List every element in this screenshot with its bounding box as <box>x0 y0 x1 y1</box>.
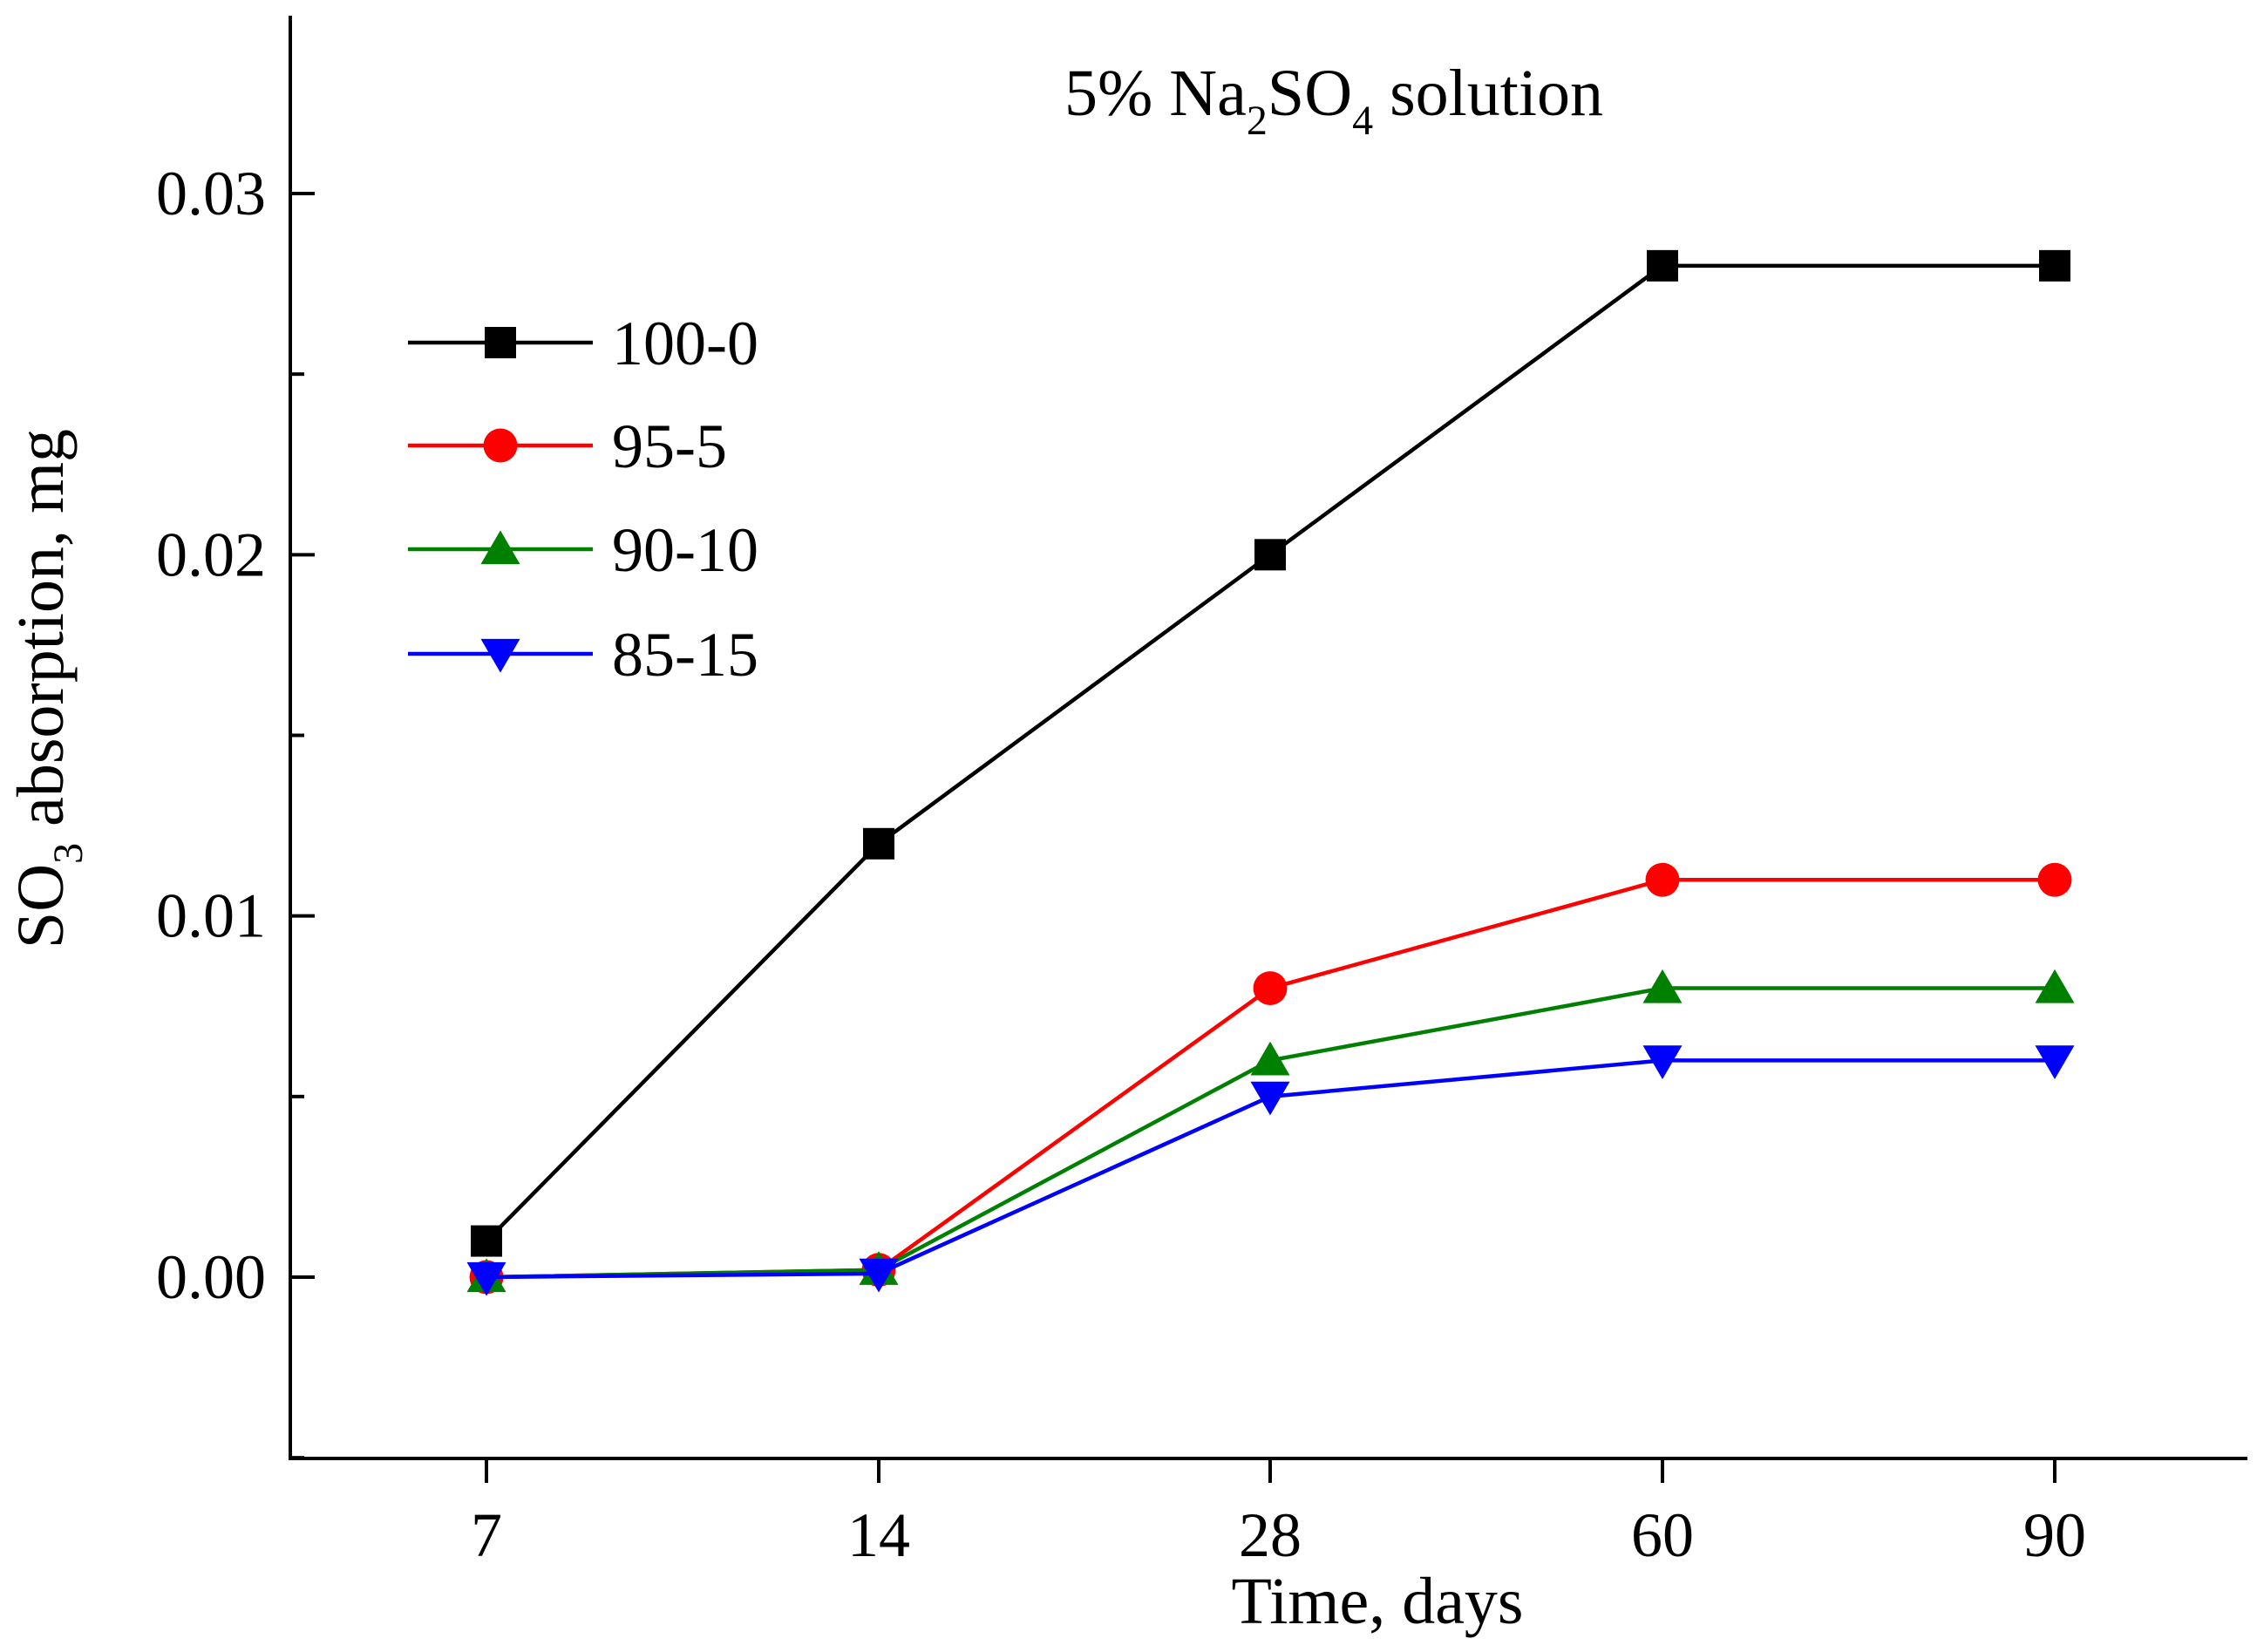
legend-item-95-5: 95-5 <box>408 411 727 481</box>
legend: 100-0 95-5 90-10 85-15 <box>408 309 758 690</box>
x-axis-title: Time, days <box>1231 1565 1523 1638</box>
data-point-85-15 <box>859 1258 899 1293</box>
x-tick-label: 14 <box>847 1500 910 1570</box>
y-tick-label: 0.02 <box>156 520 266 589</box>
legend-item-90-10: 90-10 <box>408 515 758 585</box>
data-point-85-15 <box>1642 1045 1683 1079</box>
chart-title: 5% Na2SO4 solution <box>1064 57 1603 144</box>
series-85-15 <box>466 1045 2075 1296</box>
legend-label: 85-15 <box>612 620 758 690</box>
series-line-95-5 <box>486 877 2055 1280</box>
y-axis-title: SO3 absorption, mg <box>4 429 92 948</box>
legend-label: 100-0 <box>612 309 758 378</box>
legend-item-100-0: 100-0 <box>408 309 758 378</box>
x-tick-label: 60 <box>1631 1500 1694 1570</box>
data-point-90-10 <box>1642 969 1683 1003</box>
x-tick-label: 7 <box>471 1500 502 1570</box>
data-point-100-0 <box>1254 539 1286 571</box>
y-tick-label: 0.00 <box>156 1242 266 1312</box>
series-layer <box>466 249 2075 1296</box>
y-tick-label: 0.03 <box>156 159 266 228</box>
data-point-85-15 <box>466 1261 506 1296</box>
x-tick-label: 90 <box>2023 1500 2086 1570</box>
series-line-90-10 <box>486 986 2055 1280</box>
data-point-100-0 <box>863 827 894 860</box>
data-point-100-0 <box>1647 249 1678 282</box>
data-point-85-15 <box>2035 1045 2075 1079</box>
y-tick-label: 0.01 <box>156 881 266 951</box>
data-point-100-0 <box>2039 249 2070 282</box>
legend-marker <box>485 327 516 358</box>
legend-label: 95-5 <box>612 411 727 481</box>
series-95-5 <box>469 862 2072 1295</box>
x-tick-label: 28 <box>1239 1500 1302 1570</box>
data-point-85-15 <box>1250 1081 1290 1116</box>
axes: 0.00 0.01 0.02 0.03 7 14 28 60 90 <box>156 16 2247 1570</box>
series-100-0 <box>471 249 2070 1257</box>
data-point-95-5 <box>1253 971 1288 1005</box>
legend-item-85-15: 85-15 <box>408 620 758 690</box>
data-point-90-10 <box>2035 969 2075 1003</box>
legend-marker <box>483 428 518 463</box>
data-point-95-5 <box>1645 862 1680 897</box>
legend-label: 90-10 <box>612 515 758 585</box>
legend-marker <box>480 530 520 565</box>
data-point-90-10 <box>1250 1041 1290 1076</box>
data-point-95-5 <box>2037 862 2072 897</box>
legend-marker <box>480 638 520 673</box>
data-point-100-0 <box>471 1225 502 1257</box>
